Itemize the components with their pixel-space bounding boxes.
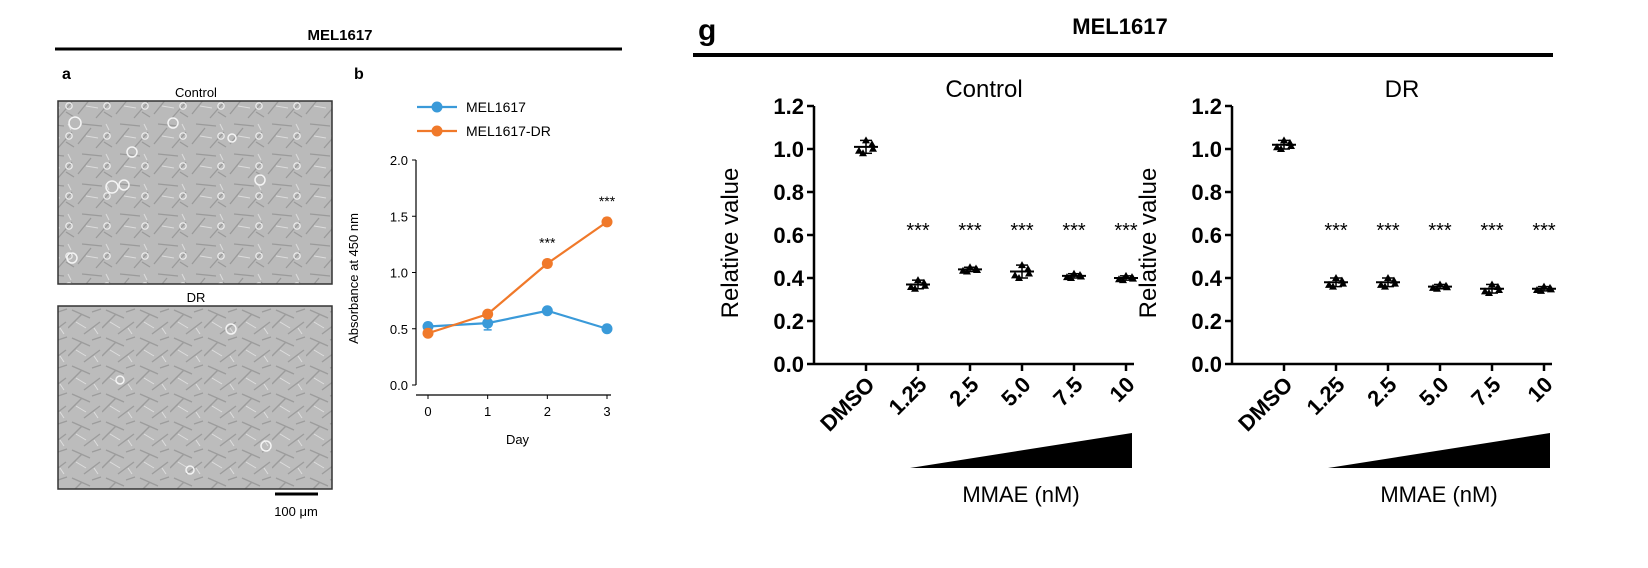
y-tick-label: 1.0 — [1191, 137, 1222, 162]
y-tick-label: 0.6 — [773, 223, 804, 248]
y-tick-label: 1.2 — [773, 94, 804, 119]
replicate-point — [1011, 271, 1019, 279]
y-tick-label: 0.2 — [1191, 309, 1222, 334]
x-tick-label: 2 — [544, 404, 551, 419]
x-tick-label: 5.0 — [1414, 372, 1453, 411]
panel-a-letter: a — [62, 66, 71, 83]
significance-mark: *** — [906, 220, 930, 242]
y-tick-label: 2.0 — [390, 153, 408, 168]
replicate-point — [868, 140, 876, 148]
x-tick-label: DMSO — [815, 372, 879, 436]
y-tick-label: 0.2 — [773, 309, 804, 334]
dose-gradient-wedge — [1328, 433, 1550, 468]
data-point — [601, 323, 613, 335]
data-point — [482, 317, 494, 329]
x-tick-label: 1.25 — [884, 372, 932, 420]
y-tick-label: 0.5 — [390, 322, 408, 337]
significance-mark: *** — [958, 220, 982, 242]
replicate-point — [855, 146, 863, 154]
y-tick-label: 0.0 — [773, 352, 804, 377]
y-tick-label: 1.0 — [390, 266, 408, 281]
replicate-point — [1024, 264, 1032, 272]
dot-plot-dr: 0.0 0.2 0.4 0.6 0.8 1.0 1.2 DR Relative value DMS… — [1135, 76, 1558, 507]
micrograph-dr-label: DR — [187, 290, 206, 305]
data-point — [541, 305, 553, 317]
plot-title: DR — [1385, 76, 1420, 103]
series-line-mel1617-dr — [427, 220, 608, 335]
micrograph-dr — [57, 305, 333, 490]
significance-mark: *** — [1376, 220, 1400, 242]
y-tick-label: 0.8 — [1191, 180, 1222, 205]
replicate-point — [869, 144, 877, 152]
x-tick-label: 0 — [424, 404, 431, 419]
y-tick-label: 0.8 — [773, 180, 804, 205]
x-tick-label: 1 — [484, 404, 491, 419]
panel-g-letter: g — [698, 14, 716, 47]
y-tick-label: 0.4 — [773, 266, 804, 291]
replicate-point — [1025, 269, 1033, 277]
significance-mark: *** — [1532, 220, 1556, 242]
x-tick-label: 10 — [1105, 372, 1140, 407]
y-tick-label: 0.0 — [390, 378, 408, 393]
x-axis-label: Day — [506, 432, 530, 447]
dose-gradient-wedge — [910, 433, 1132, 468]
x-tick-label: 2.5 — [944, 372, 983, 411]
data-point — [422, 327, 434, 339]
x-tick-label: 7.5 — [1466, 372, 1505, 411]
significance-mark: *** — [599, 193, 616, 209]
x-tick-label: 5.0 — [996, 372, 1035, 411]
y-axis-label: Absorbance at 450 nm — [346, 213, 361, 344]
y-tick-label: 0.4 — [1191, 266, 1222, 291]
legend-marker — [431, 101, 443, 113]
x-tick-label: 2.5 — [1362, 372, 1401, 411]
plot-title: Control — [945, 76, 1022, 103]
y-tick-label: 0.0 — [1191, 352, 1222, 377]
line-chart-b: 0.0 0.5 1.0 1.5 2.0 0 1 2 3 Day Absorbance at 450 … — [346, 99, 616, 447]
y-tick-label: 1.2 — [1191, 94, 1222, 119]
legend-label: MEL1617-DR — [466, 123, 551, 139]
data-point — [541, 258, 553, 269]
panel-b-letter: b — [354, 66, 364, 83]
x-tick-label: 3 — [603, 404, 610, 419]
dot-plot-control: 0.0 0.2 0.4 0.6 0.8 1.0 1.2 Control Relative val… — [717, 76, 1140, 507]
significance-mark: *** — [539, 235, 556, 251]
y-tick-label: 1.5 — [390, 209, 408, 224]
data-point — [482, 308, 494, 320]
x-tick-label: DMSO — [1233, 372, 1297, 436]
significance-mark: *** — [1324, 220, 1348, 242]
x-tick-label: 7.5 — [1048, 372, 1087, 411]
y-axis-label: Relative value — [717, 168, 744, 319]
x-tick-label: 1.25 — [1302, 372, 1350, 420]
right-header-title: MEL1617 — [1072, 14, 1167, 39]
significance-mark: *** — [1010, 220, 1034, 242]
scale-bar-label: 100 μm — [274, 504, 318, 519]
significance-mark: *** — [1114, 220, 1138, 242]
y-tick-label: 1.0 — [773, 137, 804, 162]
x-axis-label: MMAE (nM) — [1380, 482, 1497, 507]
legend-marker — [431, 125, 443, 137]
y-tick-label: 0.6 — [1191, 223, 1222, 248]
x-tick-label: 10 — [1523, 372, 1558, 407]
y-axis-label: Relative value — [1135, 168, 1162, 319]
left-header-title: MEL1617 — [307, 27, 372, 44]
significance-mark: *** — [1480, 220, 1504, 242]
x-axis-label: MMAE (nM) — [962, 482, 1079, 507]
significance-mark: *** — [1062, 220, 1086, 242]
micrograph-control-label: Control — [175, 85, 217, 100]
series-line-mel1617 — [427, 309, 608, 330]
micrograph-control — [57, 100, 333, 285]
legend-label: MEL1617 — [466, 99, 526, 115]
significance-mark: *** — [1428, 220, 1452, 242]
data-point — [601, 216, 613, 228]
